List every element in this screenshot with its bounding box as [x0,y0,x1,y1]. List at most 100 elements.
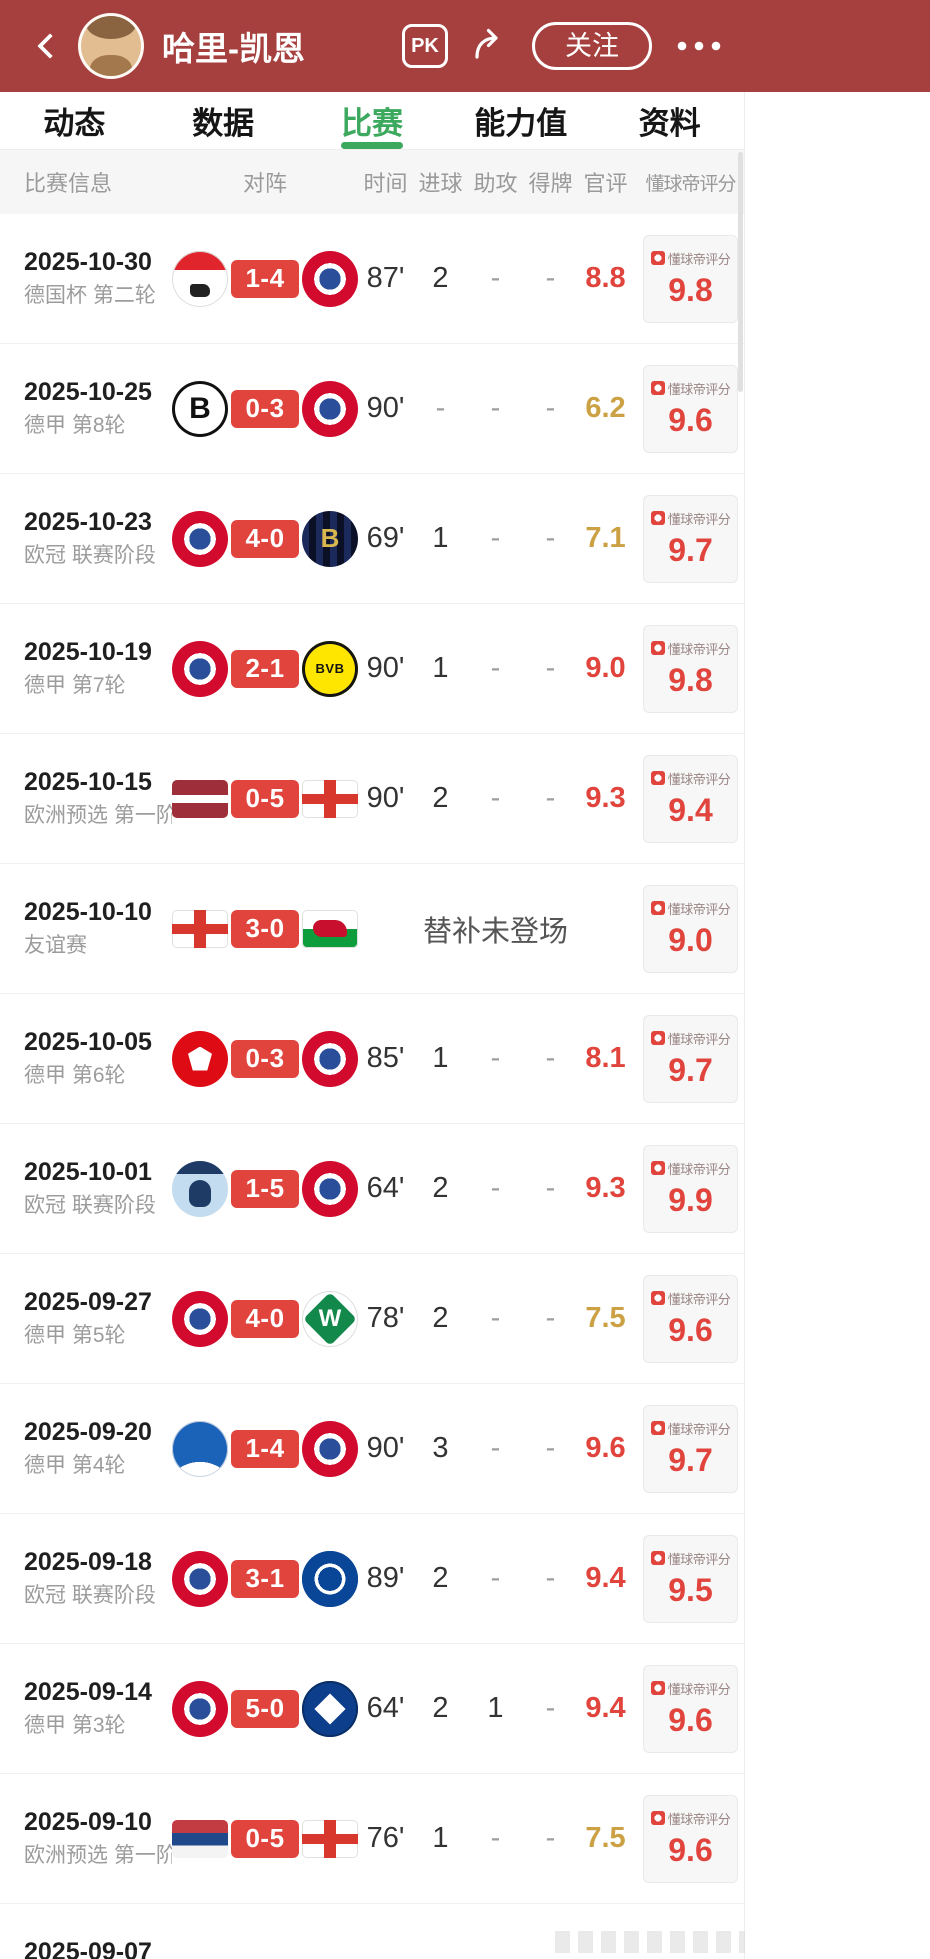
dqd-rating-box: 懂球帝评分 9.4 [643,754,738,843]
match-competition: 德甲 第7轮 [24,673,126,697]
dqd-logo-icon [650,1421,665,1435]
match-row[interactable]: 2025-09-20 德甲 第4轮 1-4 90' 3 - - 9.6 懂球帝评… [0,1384,744,1514]
match-versus: 0-3 [172,1030,358,1087]
team-logo-bayern [302,1030,358,1087]
app-header: 哈里-凯恩 PK 关注 [0,0,930,92]
match-info: 2025-09-10 欧洲预选 第一阶… [0,1809,172,1869]
match-date: 2025-10-01 [24,1158,152,1186]
dqd-logo-icon [650,511,665,525]
tab-ability[interactable]: 能力值 [446,92,595,149]
match-row[interactable]: 2025-10-10 友谊赛 3-0 替补未登场 懂球帝评分 9.0 [0,864,744,994]
follow-button[interactable]: 关注 [532,22,652,70]
cards-count: - [545,1822,556,1854]
dqd-logo-icon [650,1681,665,1695]
dqd-rating-value: 9.7 [668,1051,713,1088]
player-avatar[interactable] [78,13,144,79]
match-row[interactable]: 2025-10-15 欧洲预选 第一阶… 0-5 90' 2 - - 9.3 懂… [0,734,744,864]
assists-count: - [490,522,501,554]
cards-count: - [545,1172,556,1204]
column-header-time: 时间 [363,171,408,196]
match-versus: 1-5 [172,1160,358,1217]
team-logo-england [302,1819,358,1858]
match-row[interactable]: 2025-10-25 德甲 第8轮 0-3 90' - - - 6.2 懂球帝评… [0,344,744,474]
match-row[interactable]: 2025-09-18 欧冠 联赛阶段 3-1 89' 2 - - 9.4 懂球帝… [0,1514,744,1644]
match-row[interactable]: 2025-10-30 德国杯 第二轮 1-4 87' 2 - - 8.8 懂球帝… [0,214,744,344]
match-date: 2025-09-27 [24,1288,152,1316]
goals-count: 1 [432,1822,449,1854]
goals-count: - [435,392,446,424]
match-row[interactable]: 2025-10-05 德甲 第6轮 0-3 85' 1 - - 8.1 懂球帝评… [0,994,744,1124]
team-logo-brugge [302,510,358,567]
back-icon [37,33,63,59]
scrollbar[interactable] [738,152,743,392]
match-list: 2025-10-30 德国杯 第二轮 1-4 87' 2 - - 8.8 懂球帝… [0,214,930,1959]
match-row[interactable]: 2025-10-19 德甲 第7轮 2-1 90' 1 - - 9.0 懂球帝评… [0,604,744,734]
team-logo-gladbach [172,380,228,437]
match-date: 2025-10-05 [24,1028,152,1056]
goals-count: 2 [432,782,449,814]
pk-badge[interactable]: PK [402,24,448,68]
match-row[interactable]: 2025-10-23 欧冠 联赛阶段 4-0 69' 1 - - 7.1 懂球帝… [0,474,744,604]
minutes-played: 85' [366,1042,405,1074]
tab-bar: 动态 数据 比赛 能力值 资料 [0,92,744,150]
dqd-label-text: 懂球帝评分 [667,1161,731,1177]
more-options-icon[interactable] [676,40,722,52]
dqd-logo-icon [650,381,665,395]
dqd-rating-label: 懂球帝评分 [650,1809,731,1828]
team-logo-bayern [172,1680,228,1737]
share-arrow-icon [475,28,498,59]
cards-count: - [545,262,556,294]
match-row[interactable]: 2025-09-14 德甲 第3轮 5-0 64' 2 1 - 9.4 懂球帝评… [0,1644,744,1774]
assists-count: - [490,1432,501,1464]
match-info: 2025-10-05 德甲 第6轮 [0,1029,172,1089]
match-row[interactable]: 2025-09-27 德甲 第5轮 4-0 78' 2 - - 7.5 懂球帝评… [0,1254,744,1384]
dqd-logo-icon [650,901,665,915]
match-date: 2025-10-25 [24,378,152,406]
tab-feed[interactable]: 动态 [0,92,149,149]
score-badge: 0-3 [231,1039,299,1078]
dqd-logo-icon [650,1031,665,1045]
dqd-rating-box: 懂球帝评分 9.8 [643,624,738,713]
match-info: 2025-09-27 德甲 第5轮 [0,1289,172,1349]
dqd-rating-value: 9.4 [668,791,713,828]
match-row[interactable]: 2025-09-07 [0,1904,744,1959]
tab-profile[interactable]: 资料 [595,92,744,149]
dqd-rating-value: 9.6 [668,1701,713,1738]
back-button[interactable] [28,28,64,64]
minutes-played: 78' [366,1302,405,1334]
team-logo-england [302,779,358,818]
match-date: 2025-10-19 [24,638,152,666]
dqd-rating-label: 懂球帝评分 [650,1549,731,1568]
dqd-label-text: 懂球帝评分 [667,1811,731,1827]
dqd-label-text: 懂球帝评分 [667,1031,731,1047]
match-competition: 欧洲预选 第一阶… [24,1843,172,1867]
match-row[interactable]: 2025-09-10 欧洲预选 第一阶… 0-5 76' 1 - - 7.5 懂… [0,1774,744,1904]
dqd-label-text: 懂球帝评分 [667,1681,731,1697]
dqd-logo-icon [650,1161,665,1175]
dqd-rating-label: 懂球帝评分 [650,379,731,398]
match-info: 2025-10-23 欧冠 联赛阶段 [0,509,172,569]
match-versus: 3-0 [172,909,358,948]
match-versus: 0-5 [172,1819,358,1858]
tab-matches[interactable]: 比赛 [298,92,447,149]
share-icon[interactable] [470,27,508,65]
team-logo-dortmund [302,640,358,697]
score-badge: 1-4 [231,259,299,298]
team-logo-bayern [172,1290,228,1347]
tab-stats[interactable]: 数据 [149,92,298,149]
team-logo-bayern [302,1420,358,1477]
column-header-assists: 助攻 [473,171,518,196]
cards-count: - [545,782,556,814]
dqd-label-text: 懂球帝评分 [667,771,731,787]
player-name: 哈里-凯恩 [162,30,305,67]
match-versus: 4-0 [172,1290,358,1347]
content-divider [744,92,745,1959]
dqd-rating-label: 懂球帝评分 [650,1289,731,1308]
assists-count: - [490,1042,501,1074]
match-date: 2025-09-07 [24,1938,152,1959]
goals-count: 1 [432,522,449,554]
dqd-rating-box: 懂球帝评分 9.6 [643,1794,738,1883]
score-badge: 4-0 [231,1299,299,1338]
match-row[interactable]: 2025-10-01 欧冠 联赛阶段 1-5 64' 2 - - 9.3 懂球帝… [0,1124,744,1254]
match-date: 2025-10-23 [24,508,152,536]
